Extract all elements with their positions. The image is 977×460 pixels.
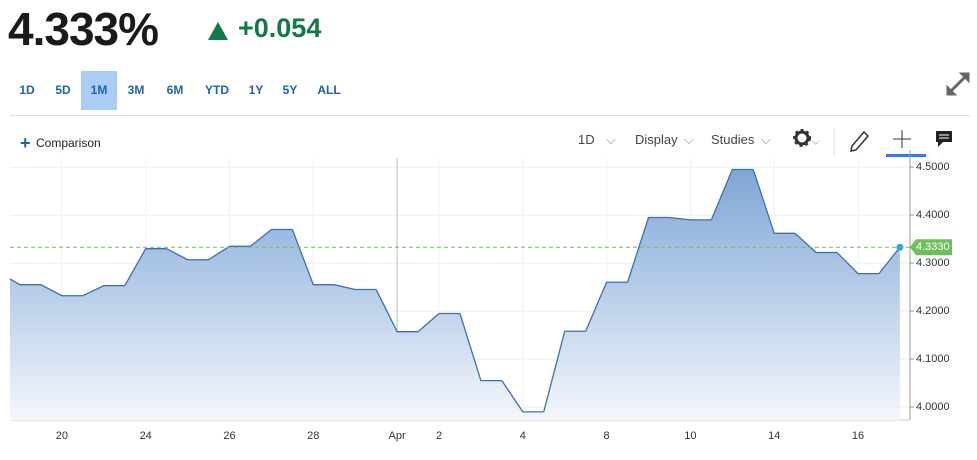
last-value-dot: [896, 243, 904, 251]
comparison-button[interactable]: Comparison: [36, 136, 101, 150]
price: 4.333%: [8, 3, 159, 55]
range-button[interactable]: ALL: [317, 83, 341, 97]
price-change: +0.054: [238, 13, 322, 43]
x-tick-label: 14: [768, 430, 780, 442]
chevron: ⌵: [812, 137, 820, 148]
y-tick-label: 4.4000: [916, 209, 950, 221]
draw-icon[interactable]: [850, 130, 870, 152]
y-tick-label: 4.5000: [916, 161, 950, 173]
y-tick-label: 4.3000: [916, 257, 950, 269]
line-segment: [250, 228, 293, 247]
line-segment: [543, 330, 586, 413]
line-segment: [878, 246, 901, 275]
tool-icons: ⌵: [793, 128, 952, 157]
range-button[interactable]: 3M: [127, 83, 145, 97]
range-button[interactable]: 1D: [19, 83, 35, 97]
line-segment: [752, 169, 796, 234]
x-tick-label: 2: [436, 430, 442, 442]
line-segment: [208, 245, 251, 261]
last-value-badge: [910, 239, 952, 256]
line-segment: [166, 248, 209, 261]
line-segment: [124, 248, 167, 286]
up-arrow: [208, 22, 228, 40]
line-segment: [626, 216, 670, 283]
y-tick-label: 4.0000: [916, 401, 950, 413]
y-tick-label: 4.1000: [916, 353, 950, 365]
settings-icon[interactable]: [793, 129, 811, 147]
x-tick-label: 10: [684, 430, 696, 442]
interval-button[interactable]: 1D: [578, 132, 595, 147]
line-segment: [710, 168, 754, 221]
line-segment: [291, 229, 335, 286]
line-segment: [794, 232, 838, 254]
chevron: ⌵: [606, 132, 616, 147]
line-segment: [836, 252, 879, 275]
range-button[interactable]: 5Y: [282, 83, 298, 97]
range-button[interactable]: 1Y: [248, 83, 264, 97]
plus-icon[interactable]: +: [20, 133, 31, 153]
area-fill: [10, 169, 900, 420]
line-segment: [375, 289, 419, 333]
line-segment: [459, 313, 502, 382]
x-tick-label: 16: [852, 430, 864, 442]
line-segment: [40, 284, 83, 297]
chevron: ⌵: [761, 132, 771, 147]
divider: [10, 115, 970, 116]
line-segment: [334, 284, 377, 291]
range-button[interactable]: 5D: [55, 83, 71, 97]
y-tick-label: 4.2000: [916, 305, 950, 317]
expand-icon[interactable]: [944, 70, 972, 98]
x-tick-label: 28: [307, 430, 319, 442]
line-segment: [417, 312, 460, 333]
x-tick-label: 20: [56, 430, 68, 442]
display-button[interactable]: Display: [635, 132, 678, 147]
x-tick-label: 4: [520, 430, 526, 442]
line-segment: [10, 278, 41, 286]
crosshair-icon[interactable]: [893, 130, 911, 148]
line-segment: [669, 216, 712, 221]
studies-button[interactable]: Studies: [711, 132, 755, 147]
notes-icon[interactable]: [936, 131, 952, 147]
line-segment: [501, 380, 544, 413]
x-tick-label: 8: [604, 430, 610, 442]
x-tick-label: 26: [223, 430, 235, 442]
active-indicator: [886, 154, 926, 157]
range-button[interactable]: 6M: [166, 83, 184, 97]
x-tick-label: 24: [140, 430, 152, 442]
line-segment: [585, 281, 628, 332]
x-tick-label: Apr: [389, 430, 406, 442]
range-button[interactable]: 1M: [81, 71, 117, 110]
last-value-label: 4.3330: [916, 241, 950, 253]
series: [10, 168, 901, 420]
line-segment: [82, 284, 125, 297]
range-button[interactable]: YTD: [205, 83, 229, 97]
chevron: ⌵: [684, 132, 694, 147]
